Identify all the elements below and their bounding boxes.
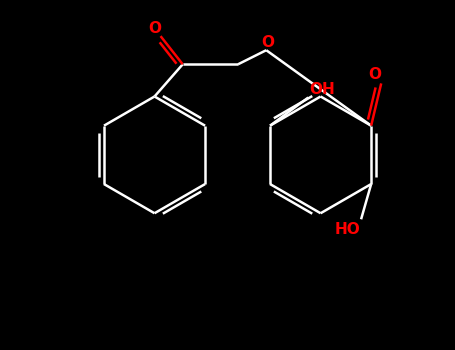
Text: OH: OH (309, 82, 335, 97)
Text: O: O (369, 67, 382, 82)
Text: O: O (261, 35, 274, 50)
Text: O: O (148, 21, 161, 36)
Text: HO: HO (334, 222, 360, 237)
